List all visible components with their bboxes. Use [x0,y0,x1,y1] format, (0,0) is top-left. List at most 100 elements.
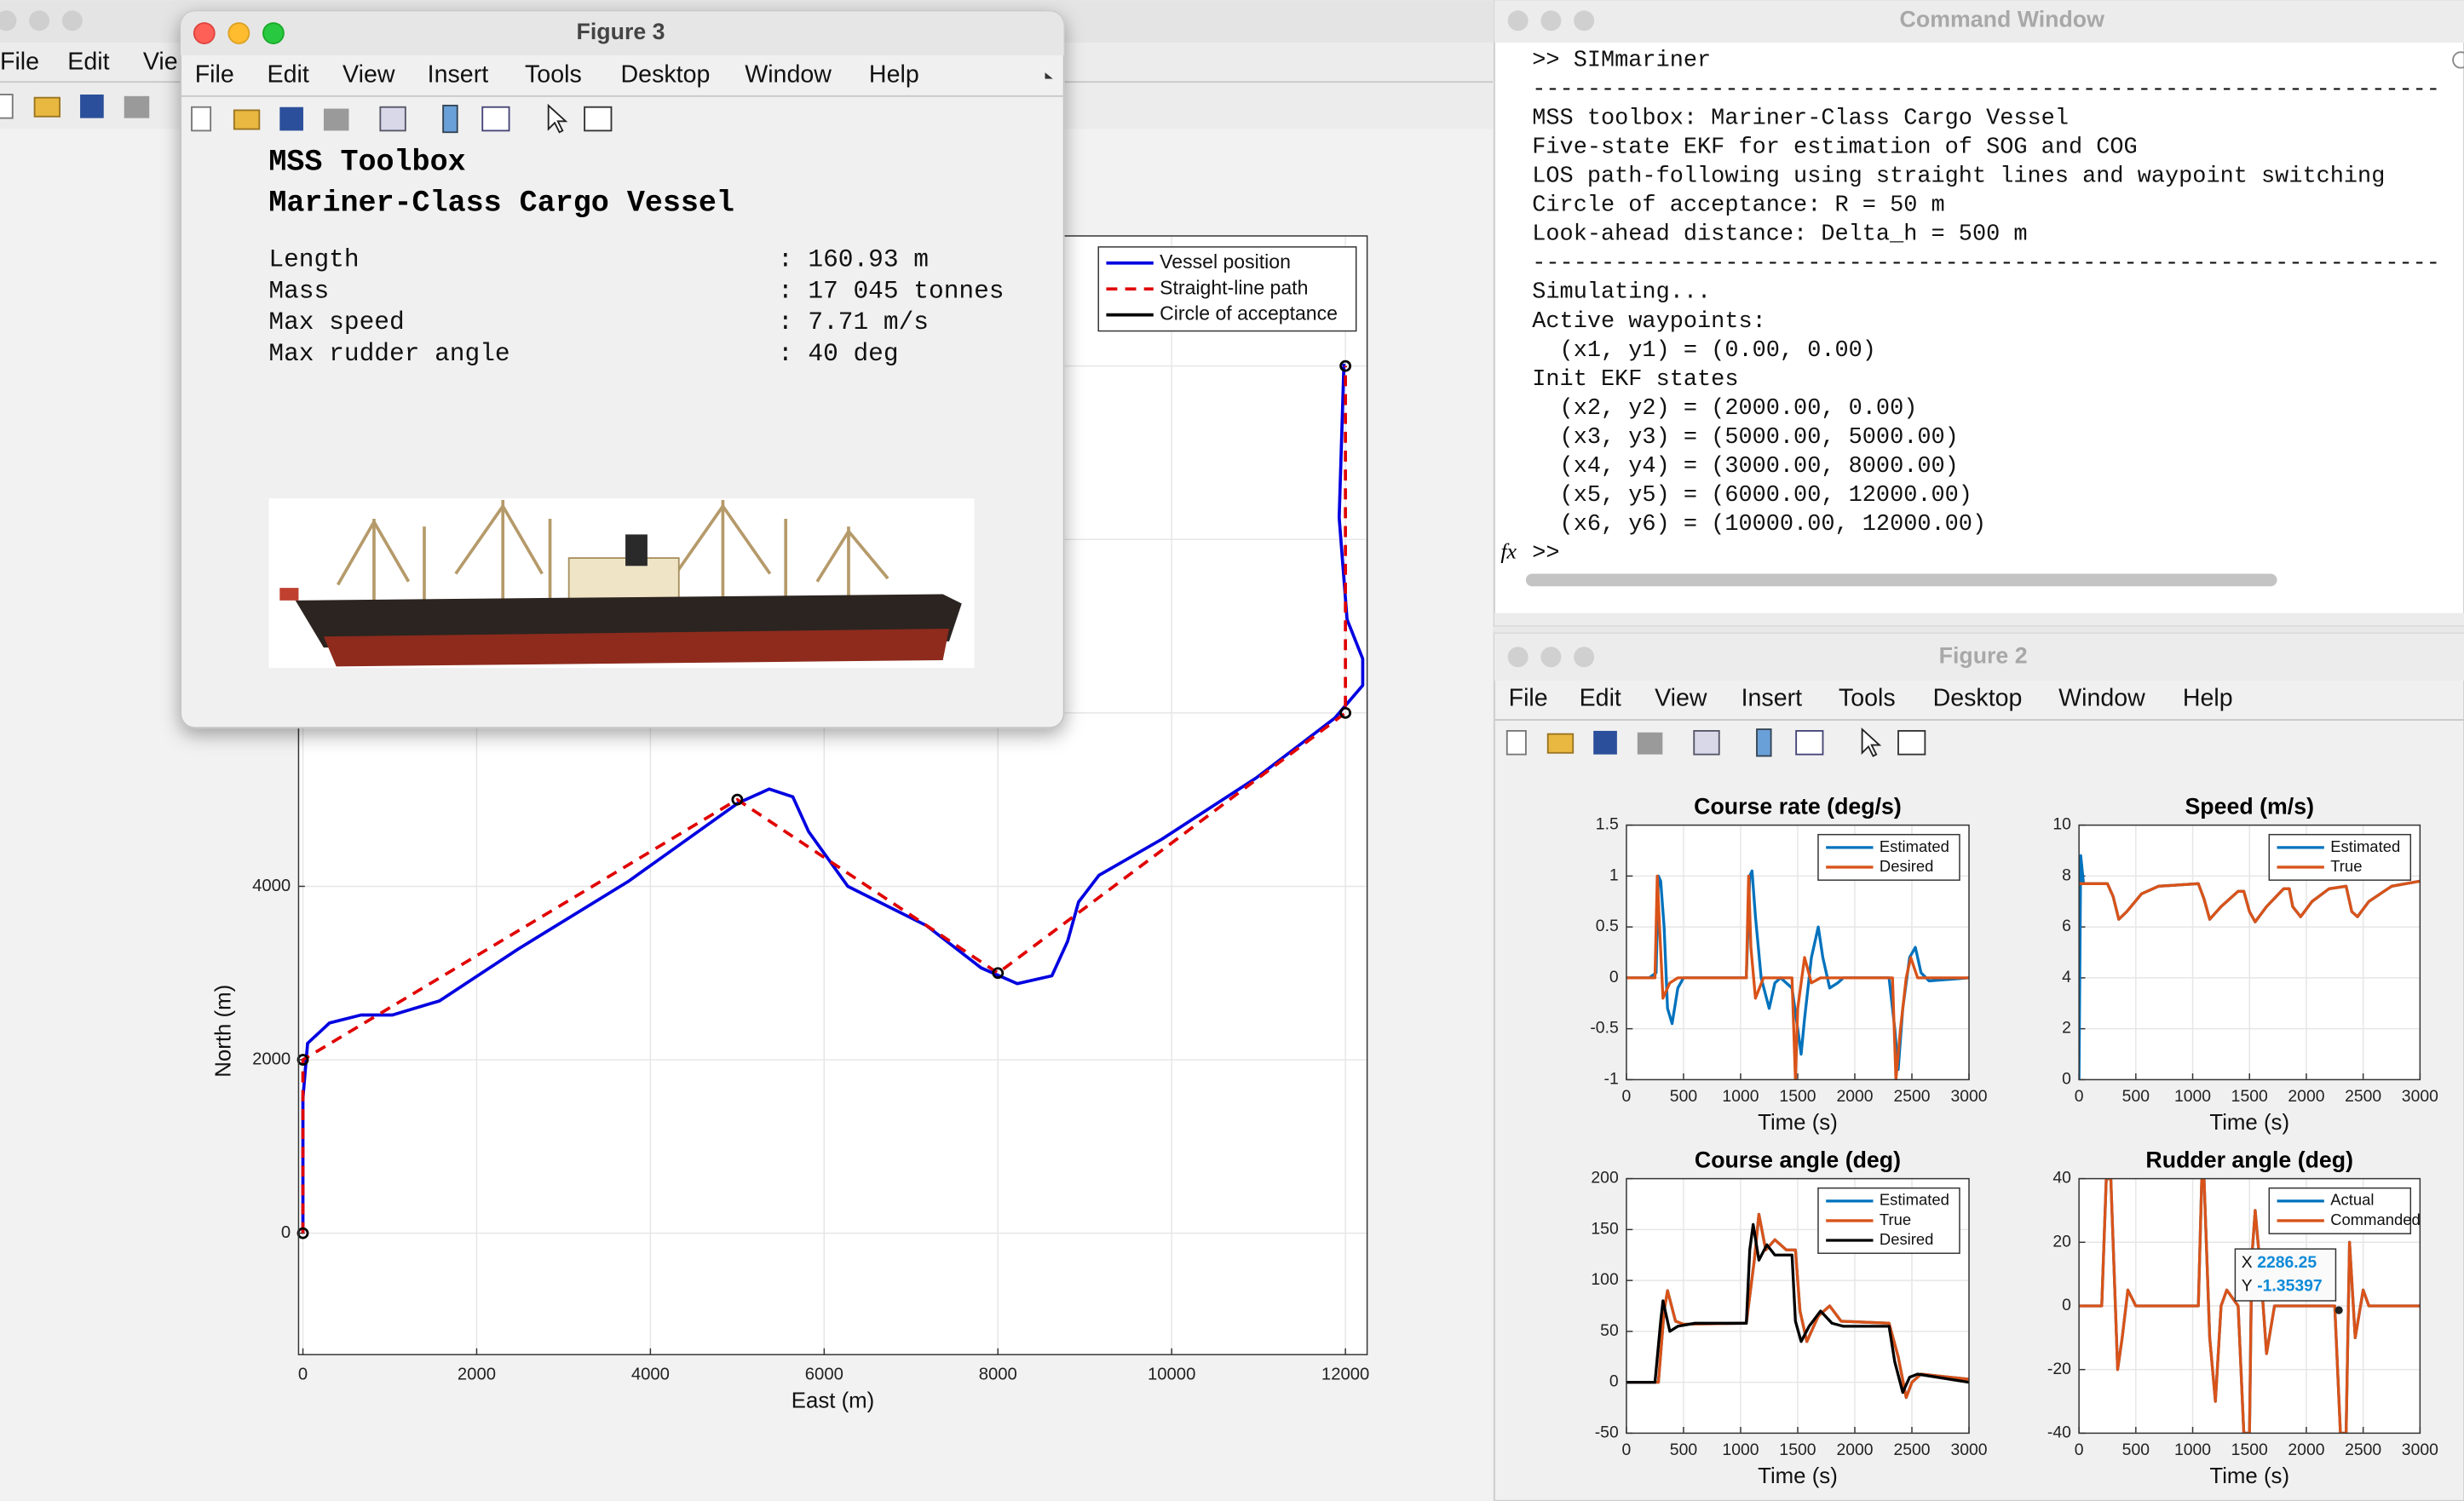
menu-bar: File Edit Vie [0,49,178,76]
menu-item[interactable]: Tools [525,60,582,88]
y-tick-label: -50 [1595,1423,1619,1441]
zoom-button[interactable] [262,22,285,44]
minimize-button[interactable] [1540,647,1562,668]
menu-item[interactable]: Edit [268,60,309,88]
legend-label: Desired [1880,1230,1934,1248]
tool-pointer[interactable] [547,103,568,134]
zoom-button[interactable] [1574,10,1595,32]
tool-link[interactable] [1693,730,1720,756]
y-tick-label: 2000 [252,1050,291,1068]
tool-save[interactable] [279,106,303,131]
datatip-x-value: 2286.25 [2257,1253,2317,1272]
tool-colorbar[interactable] [442,104,458,134]
axes: 0 500 1000 1500 2000 2500 3000 -1 -0.5 0 0.5 1 1.5 Co… [1590,793,1987,1134]
command-line: (x3, y3) = (5000.00, 5000.00) [1532,425,1959,451]
chart-title: Course rate (deg/s) [1694,793,1902,819]
tool-new[interactable] [191,106,212,132]
x-tick-label: 1500 [2231,1441,2268,1459]
minimize-button[interactable] [1540,10,1562,32]
menu-item[interactable]: Edit [67,49,109,76]
tool-legend[interactable] [481,106,510,132]
menu-item[interactable]: Insert [1741,685,1803,712]
window-title: Figure 2 [1939,642,2028,668]
zoom-button[interactable] [61,10,83,32]
x-tick-label: 2000 [458,1366,496,1384]
marker [731,793,744,806]
tool-link[interactable] [379,106,406,132]
series-group [1626,869,1970,1080]
menu-item[interactable]: Window [2058,685,2145,712]
minimize-button[interactable] [227,22,250,44]
command-line: (x1, y1) = (0.00, 0.00) [1532,338,1876,364]
zoom-button[interactable] [1574,647,1595,668]
tool-new[interactable] [0,94,14,119]
menu-item[interactable]: Help [2183,685,2233,712]
tool-save[interactable] [80,94,104,118]
menu-item[interactable]: View [343,60,395,88]
x-tick-label: 2500 [2345,1087,2381,1106]
menu-item[interactable]: Vie [143,49,178,76]
y-tick-label: 1 [1609,866,1619,884]
menu-item[interactable]: Insert [428,60,489,88]
menu-item[interactable]: Desktop [621,60,711,88]
tool-print[interactable] [323,108,349,131]
close-button[interactable] [1507,647,1528,668]
y-tick-label: 0 [2062,1296,2071,1314]
tool-new[interactable] [1505,730,1527,756]
tool-colorbar[interactable] [1756,728,1772,757]
x-tick-label: 1500 [1779,1087,1816,1106]
superstructure [567,557,680,603]
scroll-button[interactable] [2452,51,2464,69]
menu-item[interactable]: Help [869,60,919,88]
heading: MSS Toolbox [268,146,465,180]
command-line: (x6, y6) = (10000.00, 12000.00) [1532,512,1986,538]
axes: 0 500 1000 1500 2000 2500 3000 -40 -20 0 20 40 Rudde… [2047,1147,2438,1487]
y-tick-label: 0 [281,1223,291,1242]
menu-item[interactable]: Tools [1839,685,1896,712]
command-line: Look-ahead distance: Delta_h = 500 m [1532,222,2027,248]
tool-save[interactable] [1593,730,1617,755]
axes-box [2078,824,2421,1081]
tool-print[interactable] [124,95,150,118]
tool-property[interactable] [1897,730,1926,756]
flag [279,588,299,601]
tool-open[interactable] [1546,733,1575,754]
menu-item[interactable]: Edit [1580,685,1621,712]
tool-property[interactable] [584,106,613,132]
chart-title: Course angle (deg) [1695,1147,1901,1172]
x-tick-label: 500 [2122,1087,2150,1106]
series-line [1626,874,1970,1080]
scrollbar[interactable] [1525,573,2277,587]
close-button[interactable] [1507,10,1528,32]
figure-3-window: Figure 3 File Edit View Insert Tools Desktop W… [180,10,1065,729]
x-axis-label: Time (s) [1758,1111,1838,1135]
menu-item[interactable]: File [195,60,234,88]
x-tick-label: 1500 [1779,1441,1816,1459]
tool-open[interactable] [33,96,61,118]
menu-item[interactable]: File [1509,685,1548,712]
tool-legend[interactable] [1795,730,1824,756]
ship-image [268,497,975,669]
y-tick-label: 6 [2062,917,2071,935]
command-line: ----------------------------------------… [1532,251,2440,277]
minimize-button[interactable] [29,10,50,32]
axes: 0 500 1000 1500 2000 2500 3000-50050100150200C… [1591,1147,1987,1487]
series-line [301,365,1347,1234]
menu-item[interactable]: View [1655,685,1707,712]
menu-item[interactable]: Desktop [1933,685,2023,712]
y-tick-label: 4 [2062,968,2071,986]
heading: Mariner-Class Cargo Vessel [268,186,734,220]
fx-icon[interactable]: fx [1500,538,1517,563]
close-button[interactable] [0,10,17,32]
y-tick-label: 40 [2052,1169,2071,1188]
tool-open[interactable] [233,109,261,130]
menu-bar: File Edit View Insert Tools Desktop Window Help [1509,685,2233,712]
tool-pointer[interactable] [1861,727,1882,757]
close-button[interactable] [193,22,216,44]
title-bar [181,11,1064,55]
legend-box [2268,833,2412,881]
menu-item[interactable]: File [0,49,39,76]
menu-item[interactable]: Window [745,60,832,88]
series-group [2079,1178,2421,1434]
tool-print[interactable] [1637,732,1663,755]
